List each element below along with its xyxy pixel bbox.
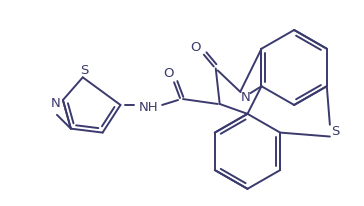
Text: O: O <box>163 67 173 80</box>
Text: O: O <box>191 41 201 54</box>
Text: S: S <box>80 64 89 77</box>
Text: NH: NH <box>138 101 158 114</box>
Text: S: S <box>331 124 339 137</box>
Text: N: N <box>51 96 61 109</box>
Text: N: N <box>241 90 250 103</box>
